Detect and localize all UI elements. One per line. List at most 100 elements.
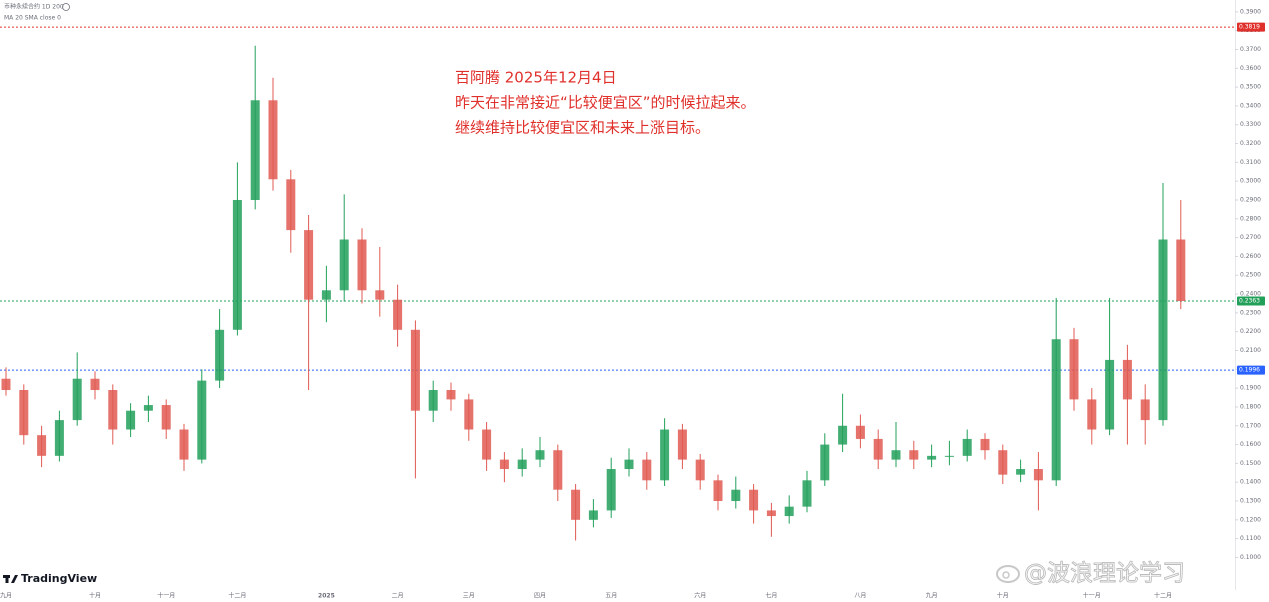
candle-body [1016,469,1026,475]
y-tick-label: 0.3100 [1240,159,1261,166]
candle-body [72,378,82,421]
candle-body [784,506,794,517]
candle-body [464,399,474,430]
x-tick-label: 六月 [694,592,706,600]
y-tick-label: 0.2200 [1240,328,1261,335]
candle-body [535,450,545,460]
y-tick-label: 0.3500 [1240,84,1261,91]
candle-body [339,239,349,291]
y-tick-label: 0.2700 [1240,234,1261,241]
candle-body [428,390,438,411]
x-tick-label: 八月 [854,593,866,600]
candle-body [410,329,420,411]
candle-body [944,455,954,457]
y-tick-label: 0.2400 [1240,291,1261,298]
price-label: 0.1996 [1239,367,1260,374]
brand-logo [3,575,18,583]
y-tick-label: 0.1300 [1240,498,1261,505]
x-tick-label: 二月 [392,593,404,600]
candle-body [695,459,705,481]
candle-body [909,450,919,460]
y-tick-label: 0.2900 [1240,196,1261,203]
candle-body [1140,399,1150,421]
y-tick-label: 0.1700 [1240,422,1261,429]
annotation: 百阿腾 2025年12月4日 [455,69,617,87]
x-tick-label: 2025 [318,593,335,600]
x-tick-label: 四月 [534,593,546,600]
candle-body [713,480,723,502]
candle-body [749,489,759,511]
candle-body [482,429,492,460]
price-label-box [1237,296,1265,306]
candle-body [393,299,403,330]
candle-body [1069,339,1079,400]
candle-body [980,438,990,451]
candle-body [1122,359,1132,400]
x-tick-label: 五月 [605,593,617,600]
watermark: @波浪理论学习 [1024,561,1185,587]
candle-body [642,459,652,481]
candle-body [232,199,242,330]
price-label: 0.3819 [1239,24,1260,31]
x-tick-label: 十月 [89,592,101,600]
candles [1,45,1186,541]
candle-body [855,425,865,439]
candle-body [731,489,741,502]
candle-body [766,510,776,517]
brand: TradingView [21,572,97,585]
candle-body [588,510,598,520]
candle-body [1087,399,1097,430]
x-tick-label: 三月 [463,593,475,600]
candle-body [161,405,171,430]
legend-icon[interactable] [62,3,70,11]
x-tick-label: 十月 [997,592,1009,600]
candle-body [108,390,118,430]
y-tick-label: 0.1600 [1240,441,1261,448]
annotation: 昨天在非常接近“比较便宜区”的时候拉起来。 [455,94,756,112]
y-tick-label: 0.1800 [1240,403,1261,410]
candle-body [677,429,687,460]
candle-body [820,444,830,481]
candle-body [553,450,563,490]
candle-body [179,429,189,460]
x-tick-label: 九月 [926,592,938,600]
legend-line: MA 20 SMA close 0 [4,15,61,22]
candle-body [446,390,456,400]
candle-body [1105,359,1115,430]
candle-body [1176,239,1186,302]
candle-body [357,239,367,291]
x-tick-label: 十一月 [157,592,175,600]
candle-body [927,455,937,460]
y-tick-label: 0.3200 [1240,140,1261,147]
candle-body [1033,469,1043,481]
candle-body [1,378,11,391]
y-tick-label: 0.3400 [1240,102,1261,109]
candle-body [37,435,47,456]
candle-body [802,480,812,507]
annotation: 继续维持比较便宜区和未来上涨目标。 [455,119,710,137]
candle-body [215,329,225,381]
x-tick-label: 七月 [765,592,777,600]
x-tick-label: 十一月 [1083,592,1101,600]
price-label-box [1237,365,1265,375]
candle-body [90,378,100,391]
y-tick-label: 0.3900 [1240,8,1261,15]
price-label: 0.2363 [1239,298,1260,305]
y-tick-label: 0.2800 [1240,215,1261,222]
y-tick-label: 0.1500 [1240,460,1261,467]
price-label-box [1237,22,1265,32]
candle-body [268,100,278,180]
candle-body [54,420,64,456]
y-tick-label: 0.1100 [1240,535,1261,542]
candle-body [499,459,509,470]
y-tick-label: 0.1200 [1240,516,1261,523]
candle-body [286,179,296,231]
candle-body [962,438,972,456]
candle-body [998,450,1008,475]
y-tick-label: 0.2500 [1240,272,1261,279]
candle-body [197,380,207,460]
candle-body [838,425,848,445]
candle-body [19,390,29,436]
